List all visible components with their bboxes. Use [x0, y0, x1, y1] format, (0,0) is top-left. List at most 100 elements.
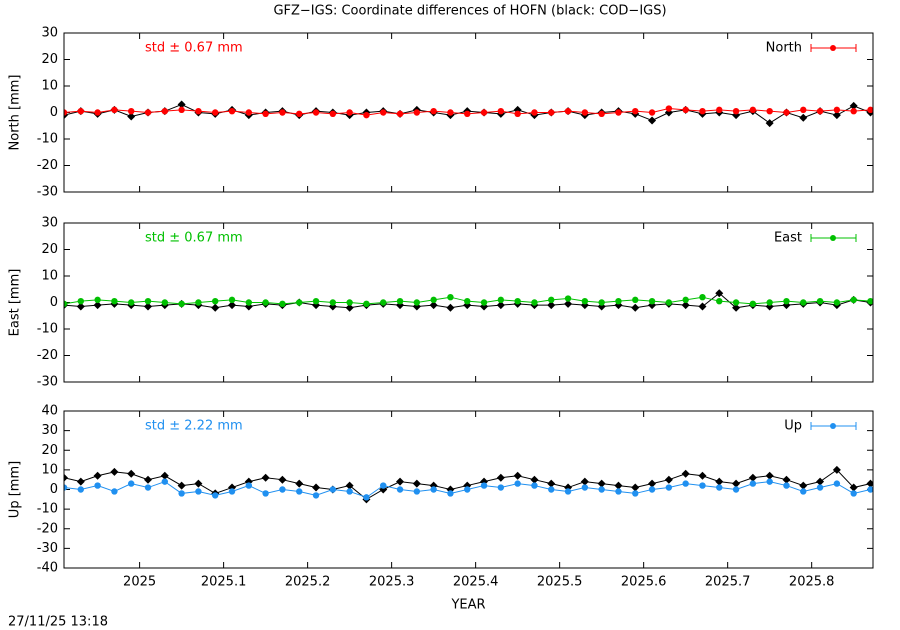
data-point: [329, 110, 337, 118]
data-point: [850, 107, 857, 115]
data-point: [816, 297, 824, 305]
data-point: [581, 109, 589, 116]
data-point: [514, 110, 521, 118]
data-point: [94, 109, 101, 116]
data-point: [380, 482, 387, 489]
data-point: [144, 109, 152, 116]
data-point: [648, 479, 657, 488]
plot-area: [64, 289, 873, 312]
data-point: [363, 300, 370, 308]
data-point: [648, 116, 657, 125]
data-point: [64, 473, 68, 482]
plot-frame: [63, 32, 874, 193]
data-point: [496, 301, 505, 310]
data-point: [765, 119, 774, 128]
x-tick-label: 2025: [123, 575, 156, 590]
data-point: [816, 477, 825, 486]
data-point: [144, 297, 152, 305]
data-point: [648, 109, 656, 116]
data-point: [749, 106, 757, 114]
data-point: [866, 479, 873, 488]
plot-frame: [63, 222, 874, 383]
data-point: [160, 471, 169, 480]
data-point: [380, 299, 387, 306]
data-point: [766, 107, 773, 115]
data-point: [64, 484, 68, 491]
data-point: [800, 299, 807, 306]
data-point: [127, 112, 136, 121]
data-point: [530, 475, 539, 484]
data-point: [447, 109, 454, 116]
data-point: [480, 299, 488, 306]
data-point: [144, 302, 153, 311]
y-axis-label: North [mm]: [8, 75, 23, 151]
data-point: [195, 488, 202, 495]
data-point: [430, 107, 437, 115]
data-point: [161, 299, 169, 306]
data-point: [212, 492, 219, 499]
data-point: [128, 299, 135, 306]
legend-marker: [830, 423, 836, 429]
data-point: [783, 482, 790, 489]
data-point: [850, 296, 857, 304]
data-point: [245, 109, 253, 116]
data-point: [245, 482, 253, 489]
data-point: [564, 299, 573, 308]
data-point: [614, 481, 623, 490]
y-tick-label: 10: [41, 79, 58, 94]
data-point: [581, 297, 589, 305]
data-point: [396, 297, 404, 305]
data-point: [178, 490, 185, 497]
data-point: [480, 482, 488, 489]
data-point: [716, 297, 723, 305]
data-point: [681, 301, 690, 310]
legend-marker: [830, 45, 836, 51]
data-point: [464, 297, 471, 305]
data-point: [144, 475, 153, 484]
data-point: [77, 486, 85, 493]
data-point: [631, 303, 640, 312]
data-point: [279, 486, 286, 493]
data-point: [64, 300, 68, 308]
data-point: [597, 479, 606, 488]
data-point: [396, 110, 404, 118]
data-point: [296, 488, 303, 495]
data-point: [548, 486, 555, 493]
data-point: [195, 299, 202, 306]
data-point: [716, 484, 723, 491]
data-point: [497, 107, 505, 115]
data-point: [346, 109, 353, 116]
data-point: [832, 465, 841, 474]
y-tick-label: -10: [37, 322, 58, 337]
data-point: [430, 296, 437, 304]
data-point: [447, 294, 454, 301]
data-point: [128, 107, 135, 115]
x-tick-label: 2025.5: [537, 575, 583, 590]
data-point: [497, 484, 505, 491]
y-tick-label: 10: [41, 462, 58, 477]
data-point: [380, 109, 387, 116]
annotation: std ± 0.67 mm: [145, 231, 243, 246]
data-point: [833, 299, 841, 306]
y-tick-label: 30: [41, 423, 58, 438]
data-point: [513, 471, 522, 480]
data-point: [682, 296, 689, 304]
data-point: [161, 107, 169, 115]
data-point: [664, 475, 673, 484]
data-point: [228, 107, 236, 115]
data-point: [496, 473, 505, 482]
data-point: [514, 480, 521, 487]
data-point: [262, 110, 269, 118]
data-point: [698, 471, 707, 480]
plot-area: [64, 465, 873, 504]
y-tick-label: 30: [41, 216, 58, 231]
data-point: [849, 101, 858, 110]
data-point: [548, 109, 555, 116]
y-tick-label: -30: [37, 541, 58, 556]
y-tick-label: 0: [50, 105, 58, 120]
y-tick-label: -20: [37, 348, 58, 363]
y-tick-label: 20: [41, 52, 58, 67]
data-point: [715, 289, 724, 298]
data-point: [682, 106, 689, 114]
data-point: [413, 109, 421, 116]
